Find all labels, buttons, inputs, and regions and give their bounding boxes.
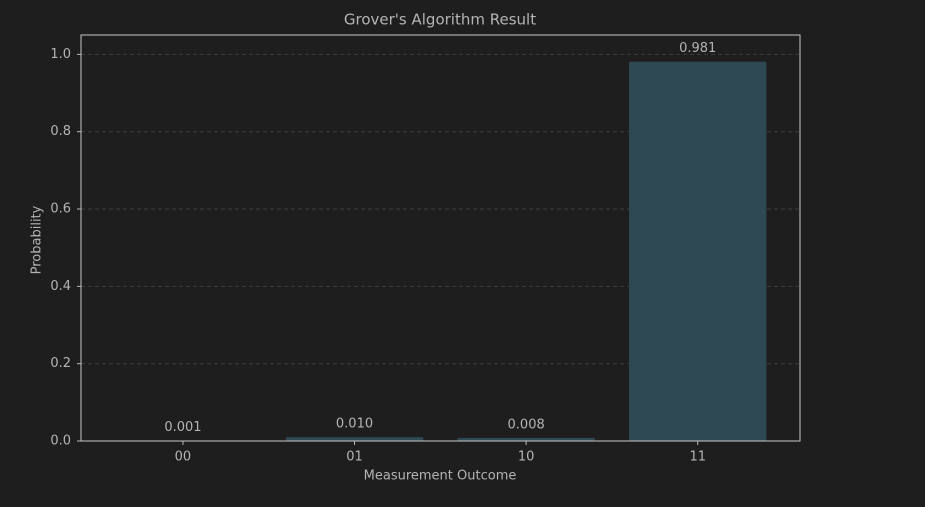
x-tick-label: 10 <box>518 450 535 465</box>
x-tick-label: 11 <box>689 450 706 465</box>
x-axis-label: Measurement Outcome <box>364 469 517 484</box>
y-tick-label: 0.0 <box>50 434 71 449</box>
y-tick-label: 0.6 <box>50 202 71 217</box>
x-tick-label: 00 <box>175 450 192 465</box>
y-tick-label: 1.0 <box>50 47 71 62</box>
value-label: 0.010 <box>336 417 373 432</box>
bar <box>457 437 595 441</box>
y-axis-label: Probability <box>30 205 45 274</box>
plot-frame <box>80 34 801 442</box>
chart-title: Grover's Algorithm Result <box>344 11 536 29</box>
y-tick-label: 0.4 <box>50 279 71 294</box>
x-tick-label: 01 <box>346 450 363 465</box>
value-label: 0.001 <box>164 420 201 435</box>
y-tick-label: 0.8 <box>50 124 71 139</box>
value-label: 0.981 <box>679 41 716 56</box>
bar <box>629 61 767 442</box>
value-label: 0.008 <box>508 417 545 432</box>
y-tick-label: 0.2 <box>50 356 71 371</box>
bar <box>285 437 424 441</box>
